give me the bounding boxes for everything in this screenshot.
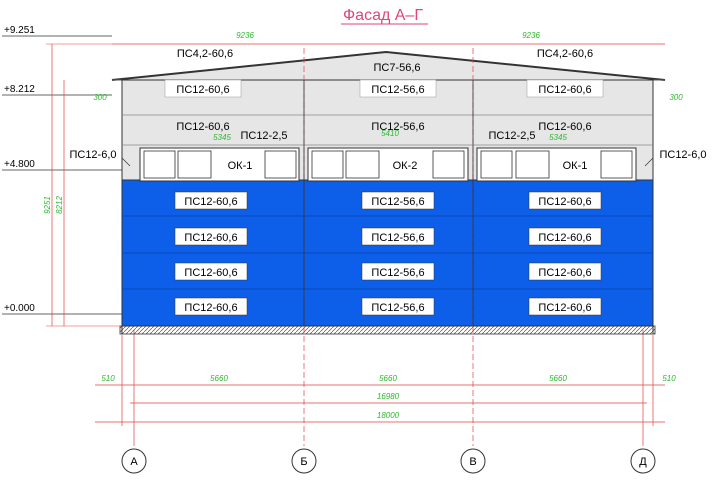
axis-label-v: В bbox=[469, 456, 476, 468]
blue-panel-r4-c2: ПС12-56,6 bbox=[371, 302, 424, 314]
roof-panel-ridge: ПС7-56,6 bbox=[373, 62, 420, 74]
blue-panel-labels bbox=[174, 191, 602, 316]
bottom-dim-total: 18000 bbox=[377, 411, 400, 420]
blue-panel-r3-c1: ПС12-60,6 bbox=[184, 267, 237, 279]
bottom-dim-span2: 5660 bbox=[379, 374, 397, 383]
axis-marker-a: А bbox=[121, 448, 147, 474]
window-label-3: ОК-1 bbox=[563, 160, 588, 172]
axis-label-d: Д bbox=[639, 456, 647, 468]
foundation-hatch bbox=[119, 325, 656, 335]
blue-panel-r1-c1: ПС12-60,6 bbox=[184, 196, 237, 208]
bottom-dim-end-left: 510 bbox=[101, 374, 115, 383]
window-ok2-mid bbox=[307, 147, 469, 182]
vertical-dim-9251: 9251 bbox=[43, 196, 52, 214]
blue-panel-r2-c1: ПС12-60,6 bbox=[184, 232, 237, 244]
top-dim-right: 9236 bbox=[522, 31, 540, 40]
bottom-dim-span3: 5660 bbox=[549, 374, 567, 383]
window-dim-mid: 5410 bbox=[381, 129, 399, 138]
drawing-title: Фасад А–Г bbox=[343, 7, 423, 24]
window-ok1-left bbox=[139, 147, 300, 182]
strip-panel-b: ПС12-2,5 bbox=[488, 130, 535, 142]
level-9251: +9.251 bbox=[4, 25, 35, 36]
axis-marker-d: Д bbox=[630, 448, 656, 474]
axis-label-a: А bbox=[130, 456, 138, 468]
strip-panel-a: ПС12-2,5 bbox=[240, 130, 287, 142]
gray-panel-r2-c3: ПС12-60,6 bbox=[538, 121, 591, 133]
bottom-dim-total-inner: 16980 bbox=[377, 392, 400, 401]
blue-panel-r4-c3: ПС12-60,6 bbox=[538, 302, 591, 314]
axis-marker-b: Б bbox=[291, 448, 317, 474]
side-panel-left: ПС12-6,0 bbox=[69, 149, 116, 161]
blue-panel-r1-c2: ПС12-56,6 bbox=[371, 196, 424, 208]
blue-panel-r4-c1: ПС12-60,6 bbox=[184, 302, 237, 314]
gray-panel-r2-c1: ПС12-60,6 bbox=[176, 121, 229, 133]
blue-panel-r3-c2: ПС12-56,6 bbox=[371, 267, 424, 279]
axis-marker-v: В bbox=[460, 448, 486, 474]
eave-dim-left: 300 bbox=[93, 93, 107, 102]
blue-panel-r1-c3: ПС12-60,6 bbox=[538, 196, 591, 208]
eave-dim-right: 300 bbox=[669, 93, 683, 102]
level-8212: +8.212 bbox=[4, 84, 35, 95]
window-dim-left: 5345 bbox=[213, 133, 231, 142]
axis-label-b: Б bbox=[300, 456, 307, 468]
gray-panel-r1-c3: ПС12-60,6 bbox=[538, 84, 591, 96]
roof-panel-right: ПС4,2-60,6 bbox=[537, 48, 593, 60]
vertical-dim-8212: 8212 bbox=[55, 196, 64, 214]
roof-panel-left: ПС4,2-60,6 bbox=[177, 48, 233, 60]
level-4800: +4.800 bbox=[4, 159, 35, 170]
blue-panel-r2-c2: ПС12-56,6 bbox=[371, 232, 424, 244]
side-panel-right: ПС12-6,0 bbox=[659, 149, 706, 161]
gray-panel-r1-c2: ПС12-56,6 bbox=[371, 84, 424, 96]
window-label-1: ОК-1 bbox=[228, 160, 253, 172]
bottom-dim-span1: 5660 bbox=[210, 374, 228, 383]
level-0000: +0.000 bbox=[4, 303, 35, 314]
gray-panel-r2-c2: ПС12-56,6 bbox=[371, 121, 424, 133]
blue-panel-r3-c3: ПС12-60,6 bbox=[538, 267, 591, 279]
gray-panel-r1-c1: ПС12-60,6 bbox=[176, 84, 229, 96]
window-ok1-right bbox=[476, 147, 637, 182]
bottom-dim-end-right: 510 bbox=[662, 374, 676, 383]
window-dim-right: 5345 bbox=[549, 133, 567, 142]
top-dim-left: 9236 bbox=[236, 31, 254, 40]
blue-panel-r2-c3: ПС12-60,6 bbox=[538, 232, 591, 244]
window-label-2: ОК-2 bbox=[393, 160, 418, 172]
